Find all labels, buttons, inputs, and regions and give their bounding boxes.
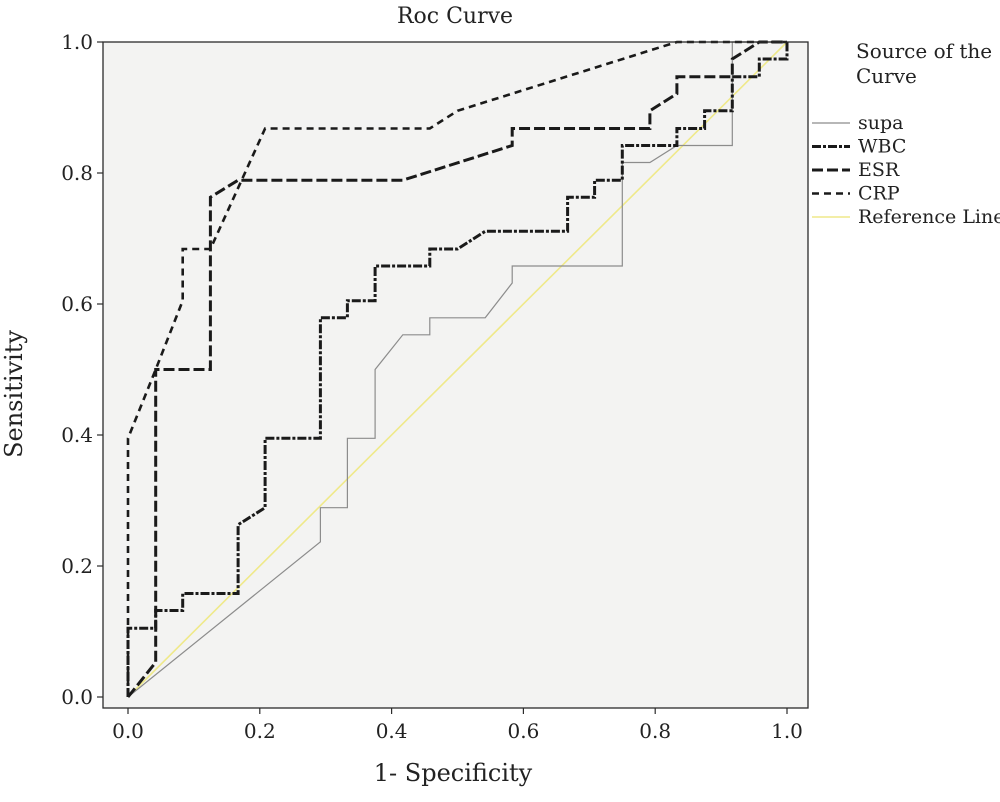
plot-area xyxy=(103,42,808,708)
y-tick-label: 0.2 xyxy=(61,554,93,578)
legend: Source of the Curve supaWBCESRCRPReferen… xyxy=(812,39,1000,228)
series-line-wbc xyxy=(126,42,789,697)
legend-label-crp: CRP xyxy=(858,183,900,205)
legend-title-line-2: Curve xyxy=(856,64,917,88)
plot-frame xyxy=(102,41,809,709)
y-tick-label: 0.0 xyxy=(61,685,93,709)
series-line-supa xyxy=(127,41,787,698)
x-tick-label: 0.2 xyxy=(244,719,276,743)
y-tick-label: 1.0 xyxy=(61,30,93,54)
y-tick-label: 0.8 xyxy=(61,161,93,185)
x-tick-label: 0.6 xyxy=(507,719,539,743)
x-axis-title: 1- Specificity xyxy=(374,759,533,787)
legend-label-supa: supa xyxy=(858,112,903,134)
x-tick-label: 0.4 xyxy=(376,719,408,743)
x-tick-label: 0.0 xyxy=(112,719,144,743)
y-tick-label: 0.4 xyxy=(61,423,93,447)
legend-label-reference-line: Reference Line xyxy=(858,206,1000,228)
legend-label-esr: ESR xyxy=(858,159,900,181)
series-line-crp xyxy=(126,40,787,697)
legend-title-line-1: Source of the xyxy=(856,39,992,63)
chart-title: Roc Curve xyxy=(397,4,513,29)
x-tick-label: 1.0 xyxy=(771,719,803,743)
x-tick-label: 0.8 xyxy=(639,719,671,743)
series-line-esr xyxy=(126,40,787,698)
legend-label-wbc: WBC xyxy=(858,136,906,158)
y-axis-title: Sensitivity xyxy=(0,330,28,458)
y-tick-label: 0.6 xyxy=(61,292,93,316)
